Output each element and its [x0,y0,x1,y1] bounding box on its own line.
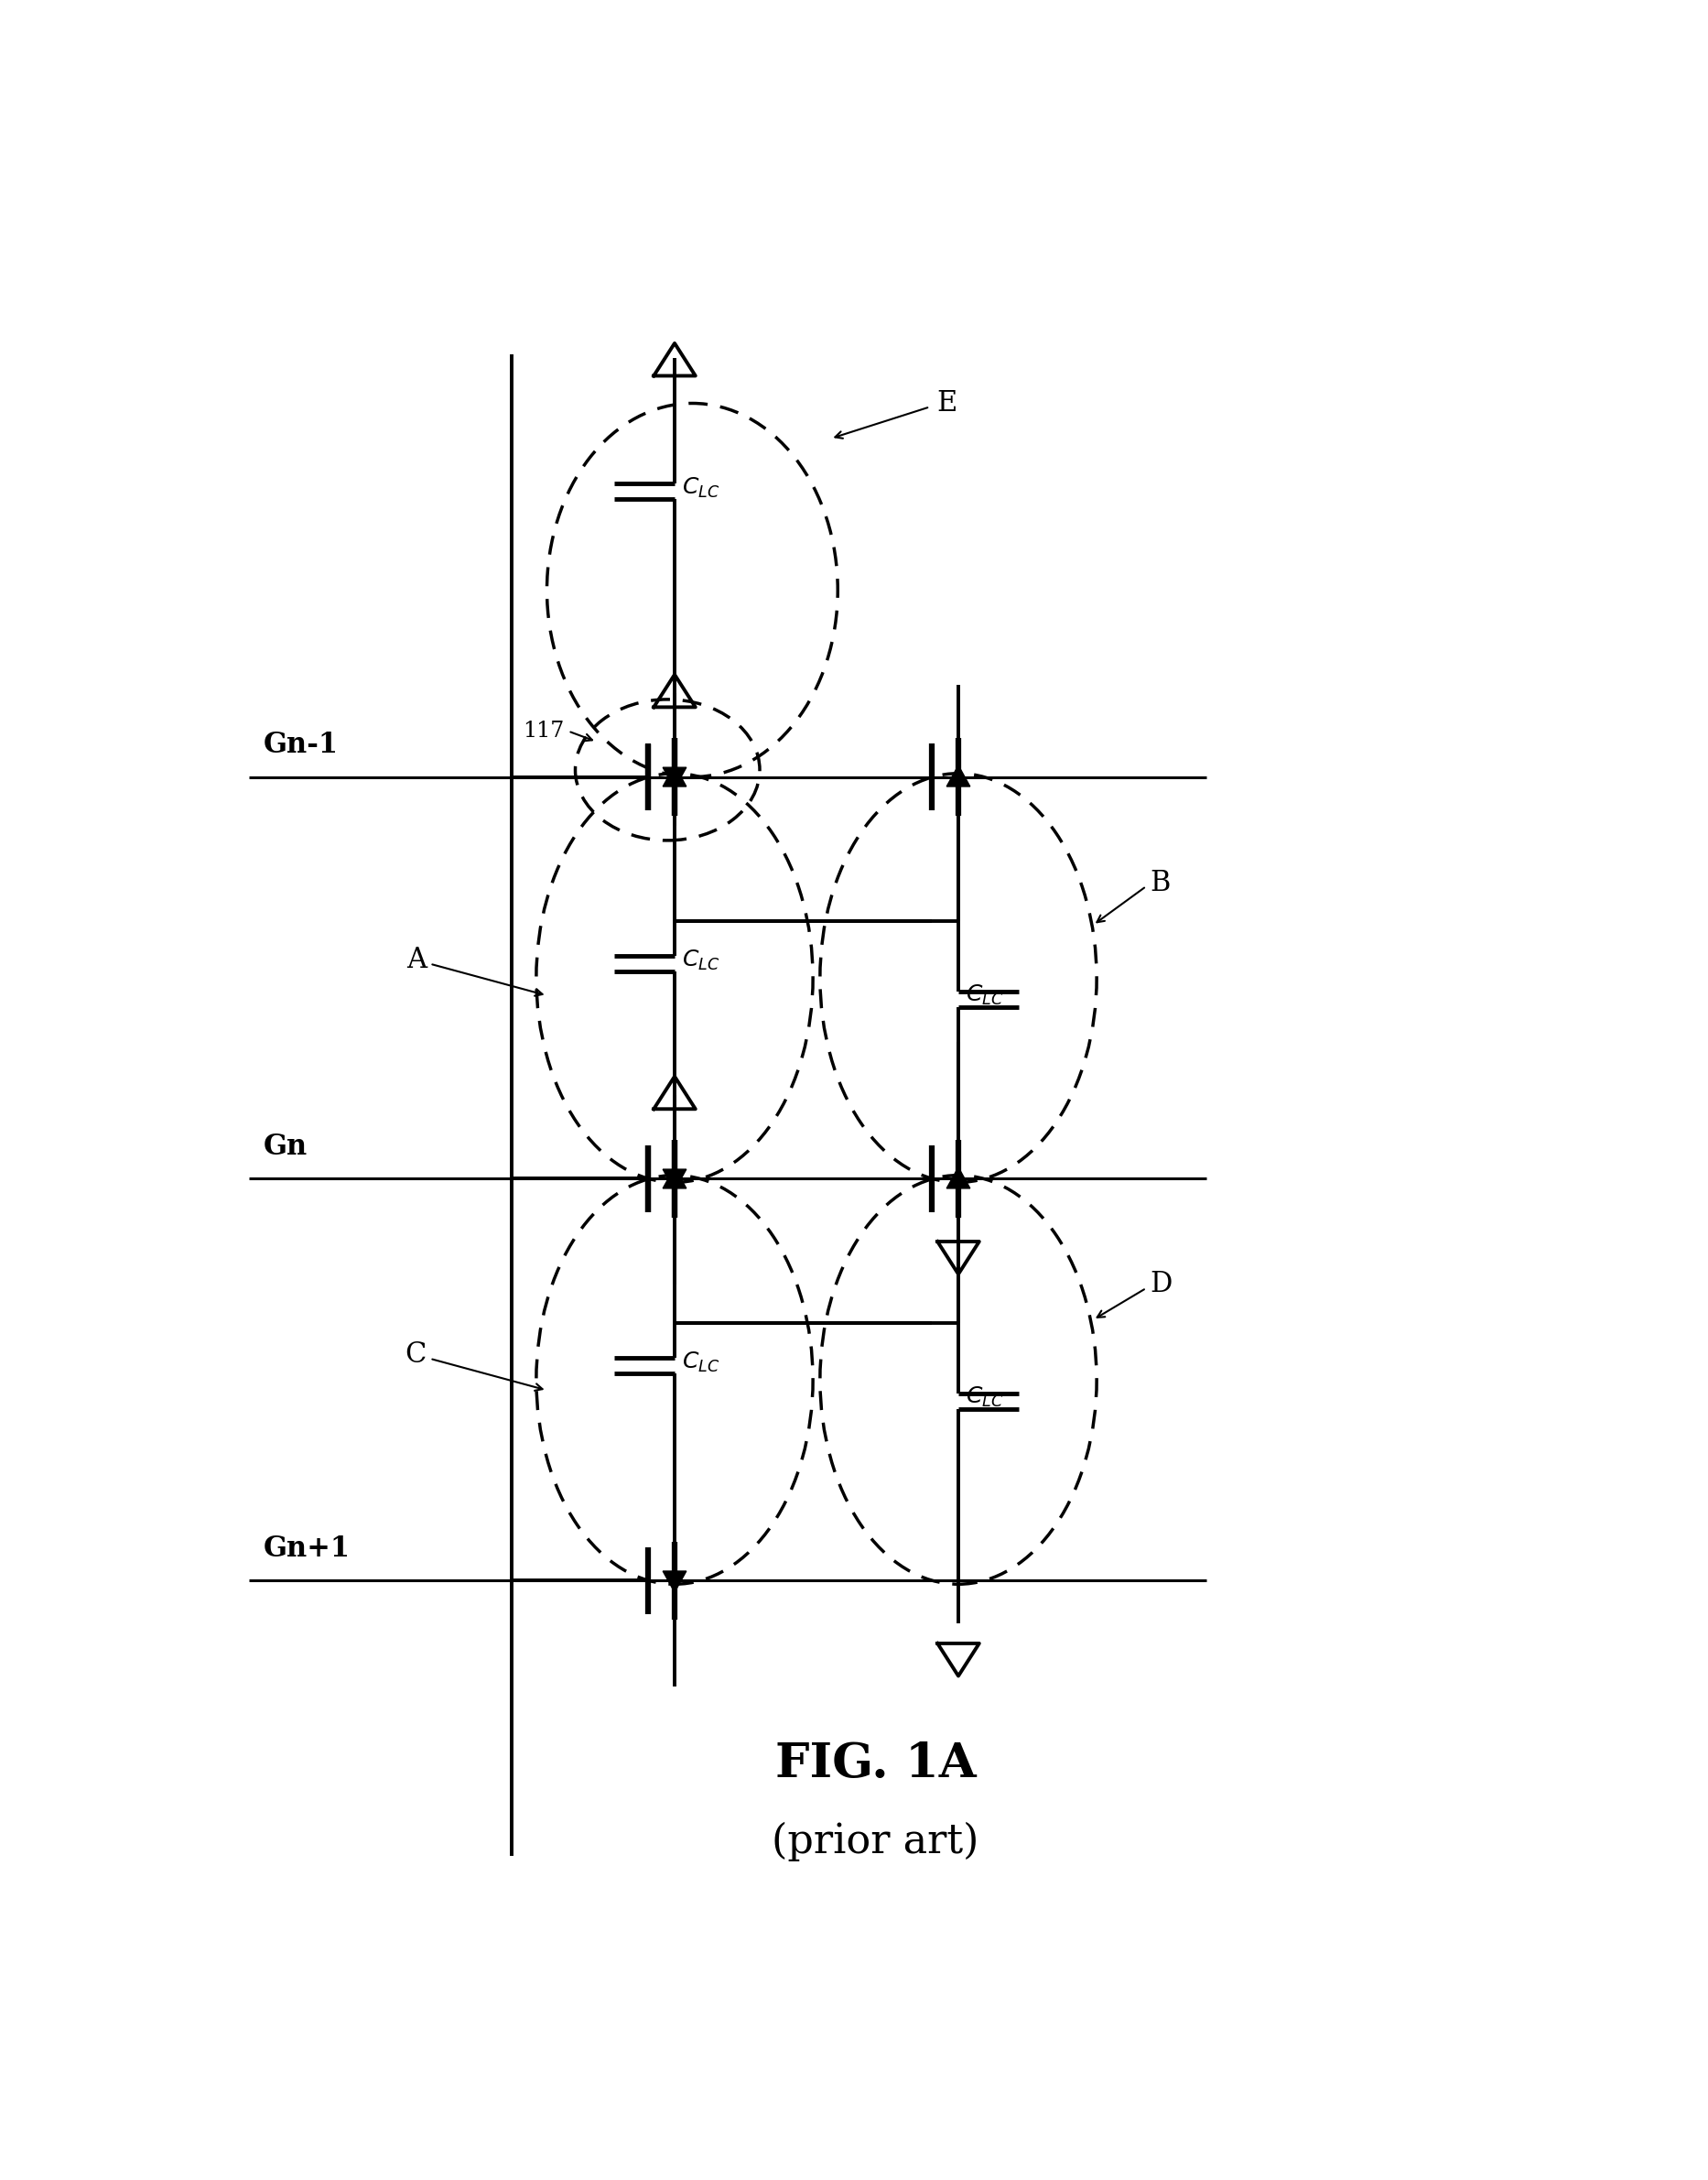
Text: (prior art): (prior art) [772,1822,979,1862]
Text: Gn+1: Gn+1 [263,1535,350,1563]
Polygon shape [663,1168,687,1190]
Text: 117: 117 [523,722,565,741]
Text: D: D [1149,1271,1172,1299]
Text: A: A [407,946,427,974]
Text: $C_{LC}$: $C_{LC}$ [965,1384,1003,1408]
Polygon shape [663,767,687,789]
Polygon shape [946,765,970,787]
Polygon shape [663,765,687,787]
Text: $C_{LC}$: $C_{LC}$ [681,1349,719,1373]
Text: $C_{LC}$: $C_{LC}$ [965,983,1003,1007]
Text: C: C [405,1341,427,1369]
Polygon shape [663,1166,687,1188]
Polygon shape [946,1166,970,1188]
Text: $C_{LC}$: $C_{LC}$ [681,475,719,499]
Text: E: E [938,388,958,419]
Text: FIG. 1A: FIG. 1A [775,1740,975,1788]
Text: B: B [1149,868,1170,896]
Text: Gn: Gn [263,1134,307,1162]
Polygon shape [663,1572,687,1591]
Text: $C_{LC}$: $C_{LC}$ [681,948,719,972]
Text: Gn-1: Gn-1 [263,730,338,759]
